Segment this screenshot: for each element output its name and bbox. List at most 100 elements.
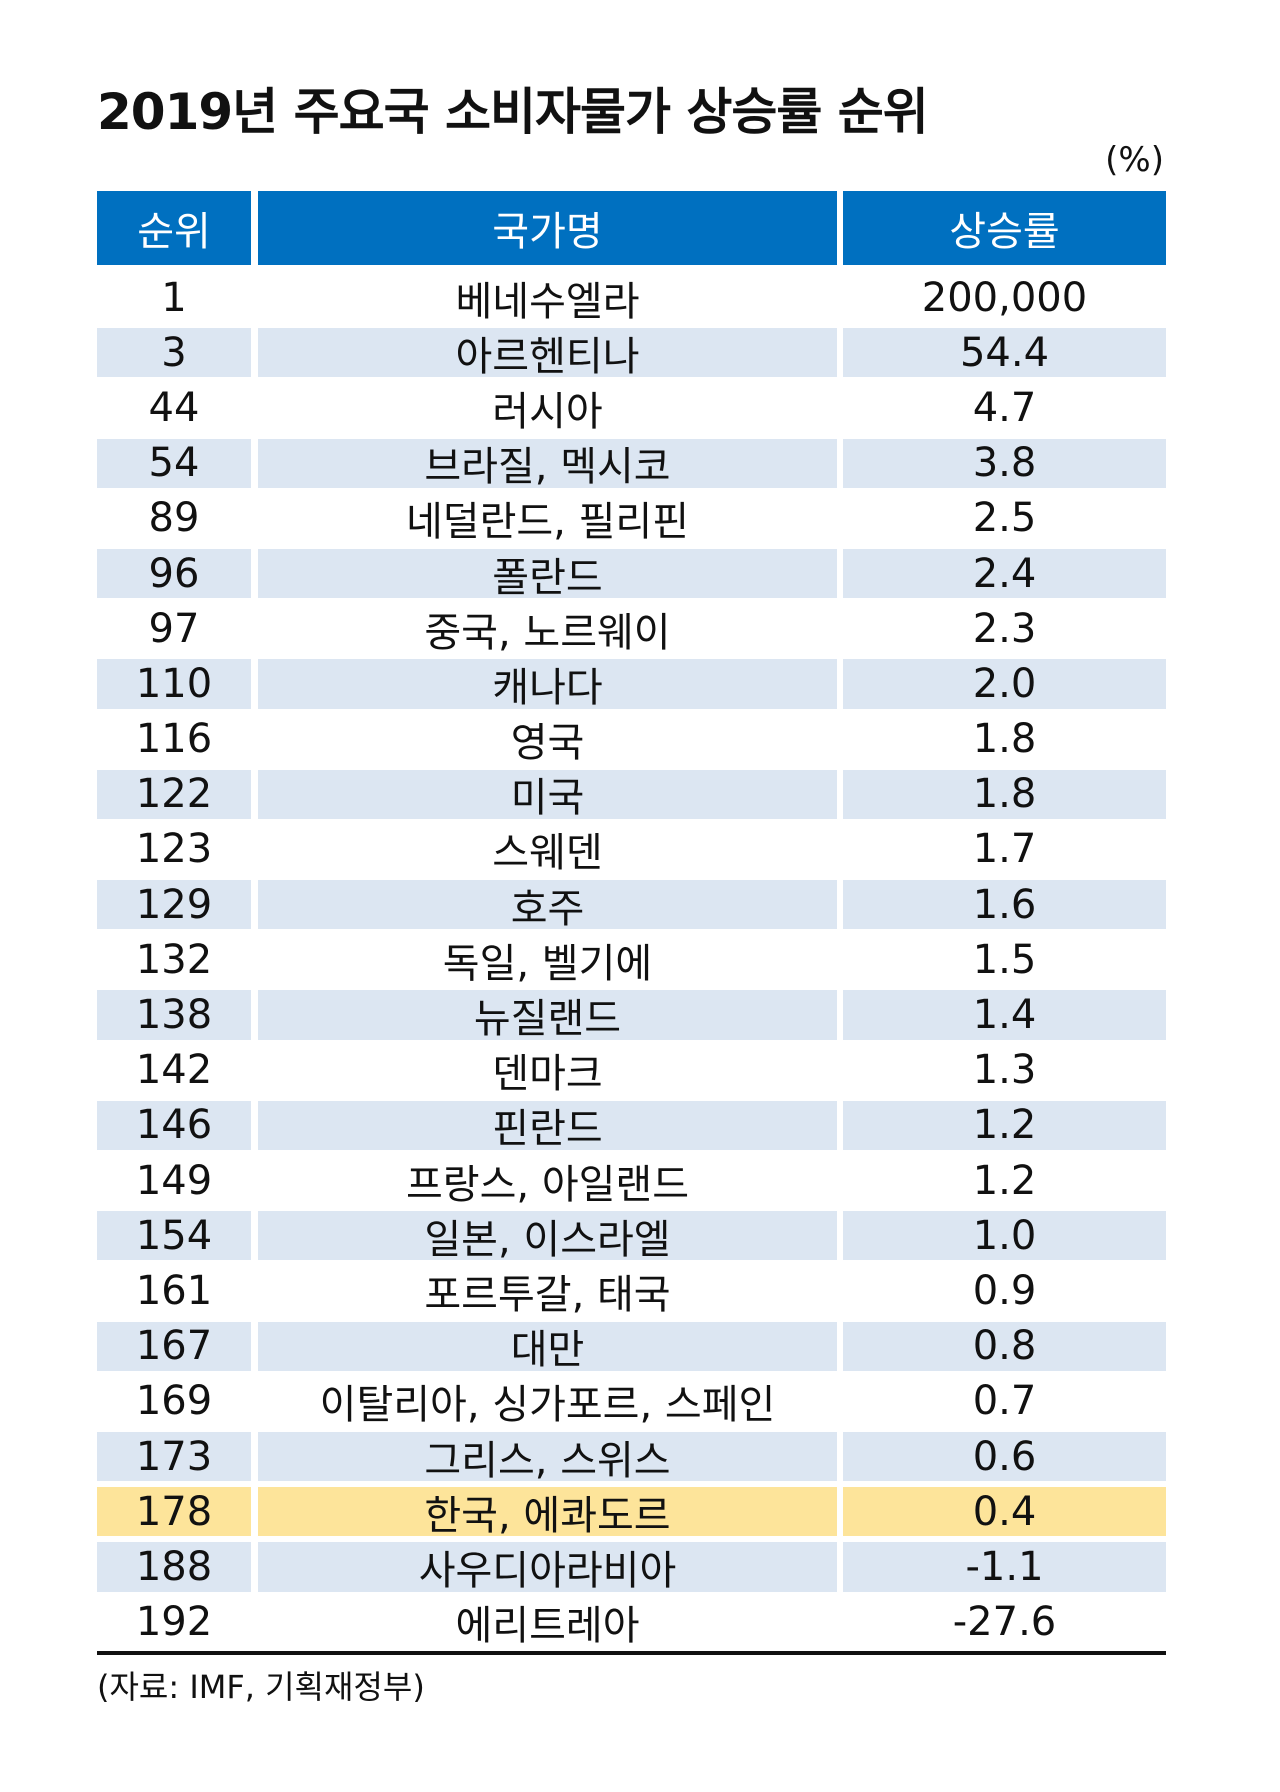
table-row: 3 아르헨티나 54.4: [97, 328, 1166, 383]
rate-cell: 0.4: [843, 1487, 1166, 1537]
rate-cell: 1.8: [972, 716, 1037, 763]
table-row: 169 이탈리아, 싱가포르, 스페인 0.7: [97, 1377, 1166, 1432]
unit-label: (%): [1105, 140, 1164, 180]
rank-cell: 1: [161, 274, 187, 321]
table-row: 122 미국 1.8: [97, 769, 1166, 825]
table-row: 116 영국 1.8: [97, 715, 1166, 770]
rank-cell: 169: [135, 1378, 213, 1425]
rank-cell: 161: [135, 1267, 213, 1314]
rate-cell: 2.5: [972, 495, 1037, 542]
table-row: 188 사우디아라비아 -1.1: [97, 1542, 1166, 1597]
country-cell: 사우디아라비아: [258, 1542, 837, 1594]
header-country: 국가명: [258, 191, 837, 265]
rate-cell: 3.8: [843, 438, 1166, 488]
cpi-ranking-table: 순위 국가명 상승률 1 베네수엘라 200,000 3 아르헨티나 54.4 44 러시아 4…: [97, 191, 1166, 1653]
table-row: 146 핀란드 1.2: [97, 1100, 1166, 1156]
table-header: 순위 국가명 상승률: [97, 191, 1166, 265]
rate-cell: 0.8: [843, 1321, 1166, 1371]
header-rate: 상승률: [843, 191, 1166, 265]
country-cell: 독일, 벨기에: [442, 940, 653, 987]
rate-cell: 1.2: [972, 1157, 1037, 1204]
rank-cell: 154: [97, 1211, 251, 1261]
country-cell: 이탈리아, 싱가포르, 스페인: [319, 1382, 776, 1429]
rate-cell: 0.6: [843, 1431, 1166, 1482]
country-cell: 캐나다: [258, 659, 837, 711]
header-rank: 순위: [97, 191, 251, 265]
table-row: 54 브라질, 멕시코 3.8: [97, 438, 1166, 494]
country-cell: 영국: [510, 720, 585, 767]
rate-cell: 1.3: [972, 1047, 1037, 1094]
rank-cell: 132: [135, 936, 213, 983]
rank-cell: 3: [97, 328, 251, 378]
rate-cell: 2.4: [843, 548, 1166, 599]
table-row: 154 일본, 이스라엘 1.0: [97, 1211, 1166, 1266]
country-cell: 스웨덴: [492, 830, 603, 877]
country-cell: 대만: [258, 1321, 837, 1373]
table-row: 129 호주 1.6: [97, 880, 1166, 935]
country-cell: 중국, 노르웨이: [424, 609, 671, 656]
table-row: 110 캐나다 2.0: [97, 659, 1166, 714]
rank-cell: 138: [97, 990, 251, 1040]
rate-cell: -1.1: [843, 1542, 1166, 1592]
rank-cell: 149: [135, 1157, 213, 1204]
country-cell: 일본, 이스라엘: [258, 1211, 837, 1263]
rate-cell: 200,000: [921, 274, 1088, 321]
country-cell: 에리트레아: [455, 1603, 640, 1650]
rate-cell: -27.6: [952, 1599, 1057, 1646]
rank-cell: 54: [97, 438, 251, 488]
rate-cell: 1.7: [972, 826, 1037, 873]
table-row: 1 베네수엘라 200,000: [97, 273, 1166, 328]
rank-cell: 96: [97, 548, 251, 599]
country-cell: 브라질, 멕시코: [258, 438, 837, 490]
table-row: 142 덴마크 1.3: [97, 1046, 1166, 1101]
country-cell: 핀란드: [258, 1100, 837, 1152]
country-cell: 베네수엘라: [455, 278, 640, 325]
country-cell: 호주: [258, 880, 837, 932]
country-cell: 한국, 에콰도르: [258, 1487, 837, 1539]
rate-cell: 1.2: [843, 1100, 1166, 1150]
country-cell: 폴란드: [258, 548, 837, 601]
country-cell: 그리스, 스위스: [258, 1431, 837, 1484]
table-row: 138 뉴질랜드 1.4: [97, 990, 1166, 1045]
rank-cell: 142: [135, 1047, 213, 1094]
country-cell: 포르투갈, 태국: [424, 1271, 671, 1318]
rate-cell: 1.5: [972, 936, 1037, 983]
rank-cell: 188: [97, 1542, 251, 1592]
country-cell: 러시아: [492, 388, 603, 435]
rank-cell: 178: [97, 1487, 251, 1537]
rank-cell: 192: [135, 1599, 213, 1646]
table-row: 167 대만 0.8: [97, 1321, 1166, 1377]
table-row: 132 독일, 벨기에 1.5: [97, 935, 1166, 990]
country-cell: 미국: [258, 769, 837, 821]
rate-cell: 0.9: [972, 1267, 1037, 1314]
rate-cell: 4.7: [972, 384, 1037, 431]
rank-cell: 122: [97, 769, 251, 819]
rank-cell: 129: [97, 880, 251, 930]
rate-cell: 54.4: [843, 328, 1166, 378]
rank-cell: 97: [148, 605, 200, 652]
rate-cell: 2.0: [843, 659, 1166, 709]
table-row: 149 프랑스, 아일랜드 1.2: [97, 1156, 1166, 1211]
country-cell: 아르헨티나: [258, 328, 837, 380]
rank-cell: 173: [97, 1431, 251, 1482]
rate-cell: 1.0: [843, 1211, 1166, 1261]
page-title: 2019년 주요국 소비자물가 상승률 순위: [97, 83, 929, 141]
rate-cell: 1.4: [843, 990, 1166, 1040]
rate-cell: 1.6: [843, 880, 1166, 930]
table-row: 44 러시아 4.7: [97, 383, 1166, 438]
country-cell: 덴마크: [492, 1051, 603, 1098]
rank-cell: 116: [135, 716, 213, 763]
rate-cell: 0.7: [972, 1378, 1037, 1425]
country-cell: 프랑스, 아일랜드: [405, 1161, 690, 1208]
rank-cell: 89: [148, 495, 200, 542]
country-cell: 네덜란드, 필리핀: [405, 499, 690, 546]
rate-cell: 1.8: [843, 769, 1166, 819]
table-row: 161 포르투갈, 태국 0.9: [97, 1266, 1166, 1321]
rank-cell: 167: [97, 1321, 251, 1371]
table-row: 96 폴란드 2.4: [97, 548, 1166, 604]
table-row: 192 에리트레아 -27.6: [97, 1598, 1166, 1653]
table-row: 89 네덜란드, 필리핀 2.5: [97, 494, 1166, 549]
table-row: 97 중국, 노르웨이 2.3: [97, 604, 1166, 659]
rank-cell: 123: [135, 826, 213, 873]
table-row-highlighted: 178 한국, 에콰도르 0.4: [97, 1487, 1166, 1542]
